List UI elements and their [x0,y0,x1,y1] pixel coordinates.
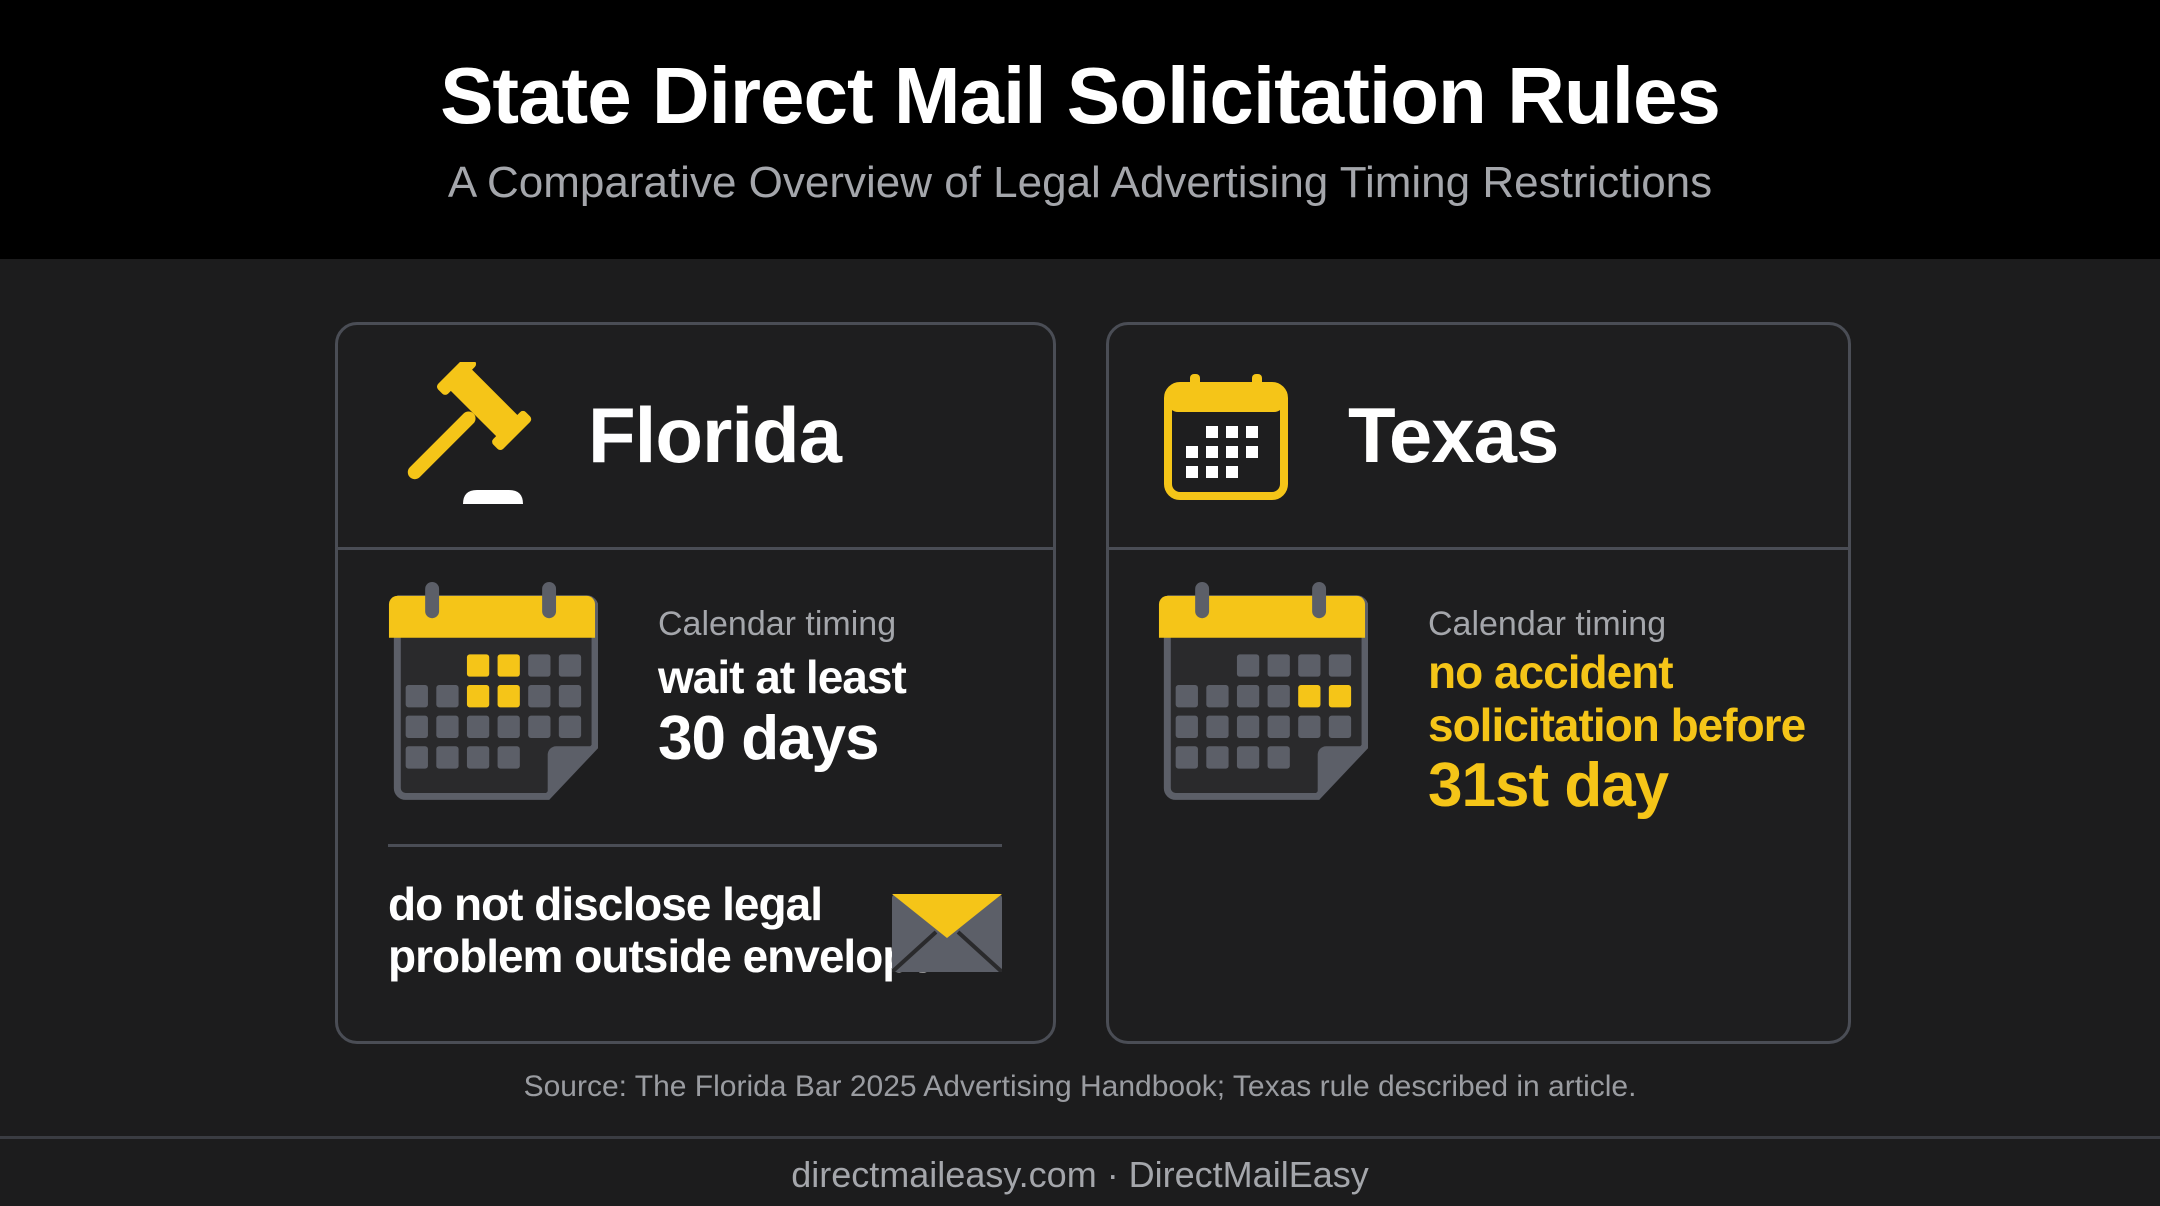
calendar-part [425,582,440,619]
header-band [0,0,2160,259]
timing-text: solicitation before [1428,699,1806,751]
calendar-part [466,715,490,738]
divider [1108,547,1849,550]
calendar-part [528,715,551,738]
calendar-part [405,715,428,738]
subtitle: A Comparative Overview of Legal Advertis… [447,158,1713,207]
calendar-part [528,654,551,677]
calendar-icon [1164,374,1288,500]
state-name: Florida [588,391,842,479]
divider [388,844,1002,847]
calendar-part [542,582,557,619]
calendar-part [1206,685,1229,708]
calendar-part [1328,715,1352,738]
calendar-part [1175,715,1198,738]
note-text: do not disclose legal [388,878,823,930]
calendar-part [1175,746,1198,769]
source-note: Source: The Florida Bar 2025 Advertising… [523,1070,1637,1103]
footer: directmaileasy.com · DirectMailEasy [791,1154,1369,1195]
calendar-part [1236,715,1260,738]
calendar-illustration [388,582,598,800]
calendar-part [405,685,428,708]
calendar-part [547,746,596,797]
calendar-part [1298,715,1321,738]
gavel-icon [407,362,532,504]
note-text: problem outside envelope [388,930,935,982]
calendar-part [466,746,490,769]
calendar-part [466,685,490,708]
calendar-part [1267,685,1290,708]
calendar-part [497,746,520,769]
timing-text: wait at least [658,651,907,703]
calendar-part [466,654,490,677]
calendar-part [1298,654,1321,677]
calendar-part [1298,685,1321,708]
footer-divider [0,1136,2160,1139]
calendar-part [1236,746,1260,769]
calendar-part [528,685,551,708]
calendar-part [1158,595,1366,638]
title: State Direct Mail Solicitation Rules [440,51,1721,140]
calendar-part [436,685,459,708]
calendar-part [497,685,520,708]
timing-label: Calendar timing [1428,605,1667,643]
calendar-part [1267,746,1290,769]
state-name: Texas [1348,391,1559,479]
timing-text: 30 days [658,704,880,773]
calendar-part [1267,654,1290,677]
calendar-part [1328,654,1352,677]
calendar-part [1317,746,1366,797]
divider [337,547,1054,550]
calendar-part [388,595,596,638]
envelope-icon [892,894,1002,972]
calendar-part [497,715,520,738]
timing-label: Calendar timing [658,605,897,643]
calendar-part [558,654,582,677]
timing-text: no accident [1428,646,1674,698]
calendar-part [1267,715,1290,738]
calendar-part [405,746,428,769]
calendar-part [1175,685,1198,708]
calendar-part [1195,582,1210,619]
calendar-part [558,685,582,708]
calendar-part [1236,654,1260,677]
calendar-part [1236,685,1260,708]
calendar-part [436,746,459,769]
calendar-part [1312,582,1327,619]
calendar-illustration [1158,582,1368,800]
calendar-part [1328,685,1352,708]
calendar-part [1206,746,1229,769]
calendar-part [497,654,520,677]
calendar-part [436,715,459,738]
calendar-part [1206,715,1229,738]
timing-text: 31st day [1428,751,1669,820]
calendar-part [558,715,582,738]
